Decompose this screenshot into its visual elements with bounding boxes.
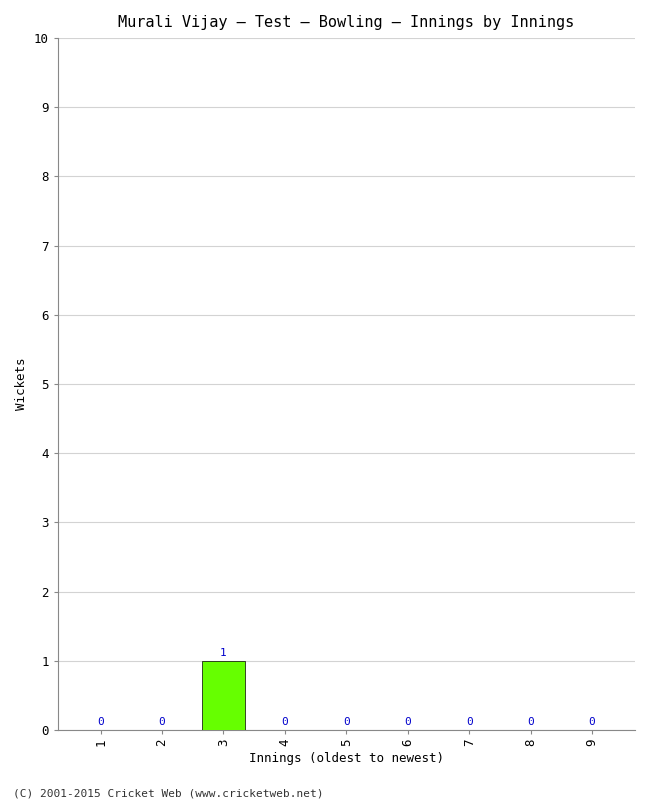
Title: Murali Vijay – Test – Bowling – Innings by Innings: Murali Vijay – Test – Bowling – Innings … [118, 15, 575, 30]
Text: 0: 0 [527, 717, 534, 727]
Text: 0: 0 [589, 717, 595, 727]
Text: 0: 0 [281, 717, 288, 727]
Text: 0: 0 [404, 717, 411, 727]
Bar [202, 661, 245, 730]
Text: 0: 0 [98, 717, 104, 727]
Y-axis label: Wickets: Wickets [15, 358, 28, 410]
Text: 0: 0 [159, 717, 165, 727]
Text: 0: 0 [466, 717, 473, 727]
Text: (C) 2001-2015 Cricket Web (www.cricketweb.net): (C) 2001-2015 Cricket Web (www.cricketwe… [13, 788, 324, 798]
Text: 0: 0 [343, 717, 350, 727]
Text: 1: 1 [220, 648, 227, 658]
X-axis label: Innings (oldest to newest): Innings (oldest to newest) [249, 752, 444, 765]
